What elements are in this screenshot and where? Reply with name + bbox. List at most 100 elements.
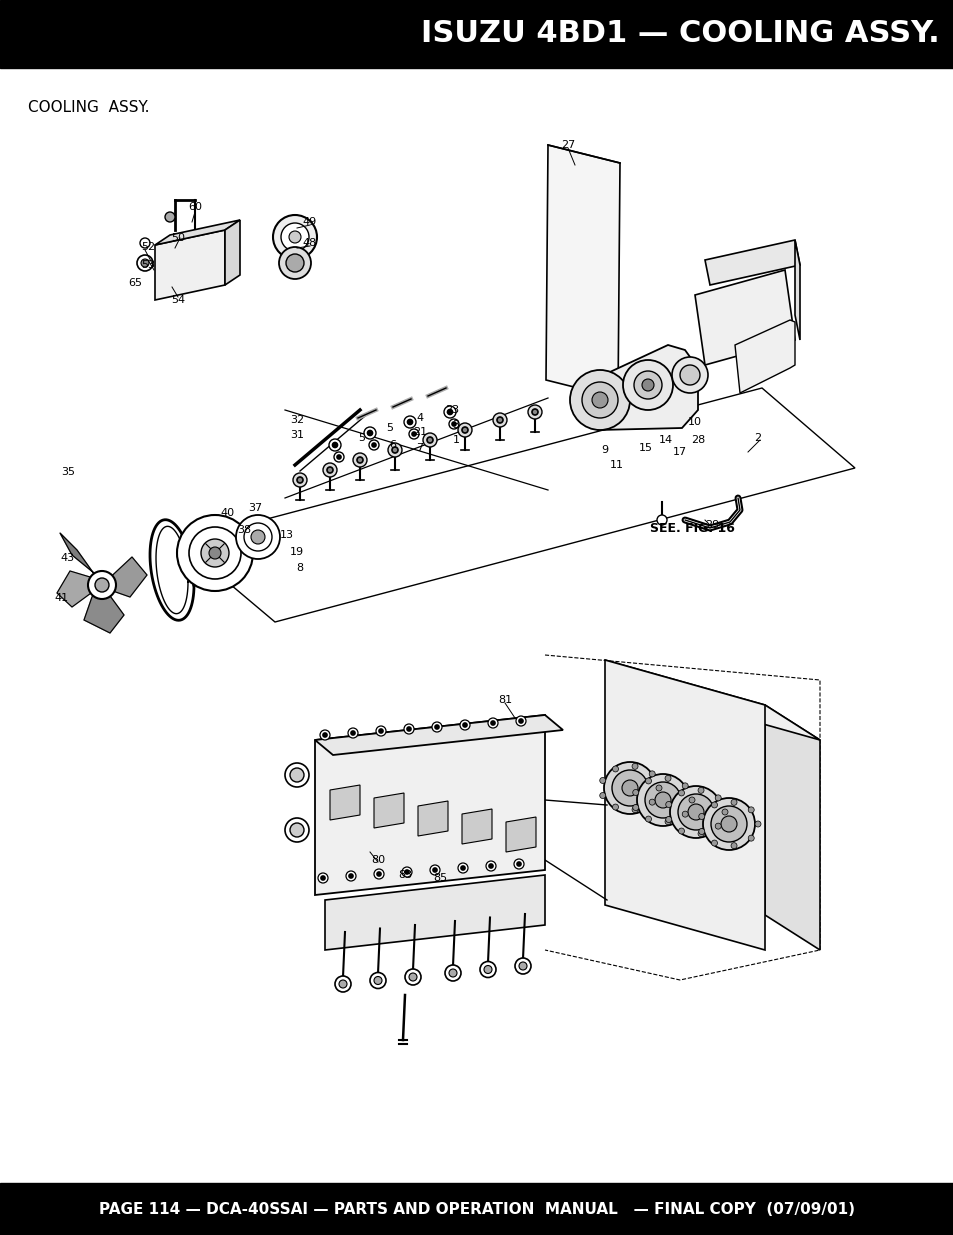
Circle shape — [430, 864, 439, 876]
Circle shape — [612, 804, 618, 810]
Circle shape — [293, 473, 307, 487]
Circle shape — [515, 958, 531, 974]
Circle shape — [518, 719, 522, 722]
Text: 1: 1 — [452, 435, 459, 445]
Circle shape — [392, 447, 397, 453]
Text: 19: 19 — [290, 547, 304, 557]
Circle shape — [485, 861, 496, 871]
Polygon shape — [764, 705, 820, 950]
Circle shape — [137, 254, 152, 270]
Circle shape — [644, 782, 680, 818]
Circle shape — [375, 726, 386, 736]
Circle shape — [140, 238, 150, 248]
Circle shape — [622, 359, 672, 410]
Circle shape — [603, 762, 656, 814]
Text: 43: 43 — [61, 553, 75, 563]
Circle shape — [457, 863, 468, 873]
Bar — [0, 0, 953, 68]
Text: 32: 32 — [290, 415, 304, 425]
Circle shape — [320, 876, 325, 881]
Circle shape — [754, 821, 760, 827]
Circle shape — [655, 792, 670, 808]
Circle shape — [514, 860, 523, 869]
Polygon shape — [794, 240, 800, 340]
Circle shape — [459, 720, 470, 730]
Polygon shape — [604, 659, 820, 740]
Polygon shape — [604, 659, 764, 950]
Polygon shape — [84, 585, 124, 634]
Circle shape — [747, 835, 754, 841]
Circle shape — [433, 868, 436, 872]
Circle shape — [327, 467, 333, 473]
Circle shape — [351, 731, 355, 735]
Circle shape — [449, 419, 458, 429]
Text: COOLING  ASSY.: COOLING ASSY. — [28, 100, 150, 115]
Circle shape — [698, 829, 704, 835]
Circle shape — [388, 443, 401, 457]
Circle shape — [592, 391, 607, 408]
Circle shape — [432, 722, 441, 732]
Circle shape — [338, 981, 347, 988]
Circle shape — [711, 840, 717, 846]
Polygon shape — [417, 802, 448, 836]
Circle shape — [329, 438, 340, 451]
Circle shape — [323, 463, 336, 477]
Circle shape — [335, 976, 351, 992]
Polygon shape — [60, 534, 102, 585]
Polygon shape — [225, 220, 240, 285]
Circle shape — [296, 477, 303, 483]
Circle shape — [349, 874, 353, 878]
Circle shape — [632, 763, 638, 769]
Polygon shape — [314, 715, 544, 895]
Circle shape — [290, 768, 304, 782]
Circle shape — [165, 212, 174, 222]
Circle shape — [664, 819, 670, 825]
Circle shape — [678, 827, 684, 834]
Circle shape — [407, 727, 411, 731]
Polygon shape — [154, 230, 225, 300]
Circle shape — [517, 862, 520, 866]
Circle shape — [665, 802, 671, 808]
Circle shape — [201, 538, 229, 567]
Circle shape — [497, 417, 502, 424]
Circle shape — [374, 977, 381, 984]
Circle shape — [443, 406, 456, 417]
Circle shape — [273, 215, 316, 259]
Circle shape — [634, 370, 661, 399]
Circle shape — [483, 966, 492, 973]
Text: 48: 48 — [302, 238, 316, 248]
Text: 5: 5 — [358, 433, 365, 443]
Circle shape — [374, 869, 384, 879]
Circle shape — [285, 763, 309, 787]
Text: 85: 85 — [433, 873, 447, 883]
Circle shape — [645, 778, 651, 784]
Polygon shape — [581, 345, 698, 430]
Circle shape — [244, 522, 272, 551]
Text: 11: 11 — [609, 459, 623, 471]
Circle shape — [721, 809, 727, 815]
Circle shape — [569, 370, 629, 430]
Circle shape — [715, 795, 720, 800]
Text: 7: 7 — [416, 443, 423, 453]
Circle shape — [461, 427, 468, 433]
Circle shape — [285, 818, 309, 842]
Polygon shape — [57, 571, 102, 606]
Circle shape — [95, 578, 109, 592]
Circle shape — [177, 515, 253, 592]
Text: 52: 52 — [141, 242, 155, 252]
Circle shape — [698, 831, 703, 836]
Circle shape — [698, 814, 704, 820]
Text: 4: 4 — [416, 412, 423, 424]
Circle shape — [687, 804, 703, 820]
Circle shape — [665, 816, 671, 823]
Circle shape — [730, 842, 737, 848]
Text: 29: 29 — [704, 520, 719, 530]
Polygon shape — [505, 818, 536, 852]
Circle shape — [457, 424, 472, 437]
Circle shape — [319, 730, 330, 740]
Circle shape — [532, 409, 537, 415]
Circle shape — [403, 724, 414, 734]
Circle shape — [289, 231, 301, 243]
Text: 15: 15 — [639, 443, 652, 453]
Circle shape — [710, 806, 746, 842]
